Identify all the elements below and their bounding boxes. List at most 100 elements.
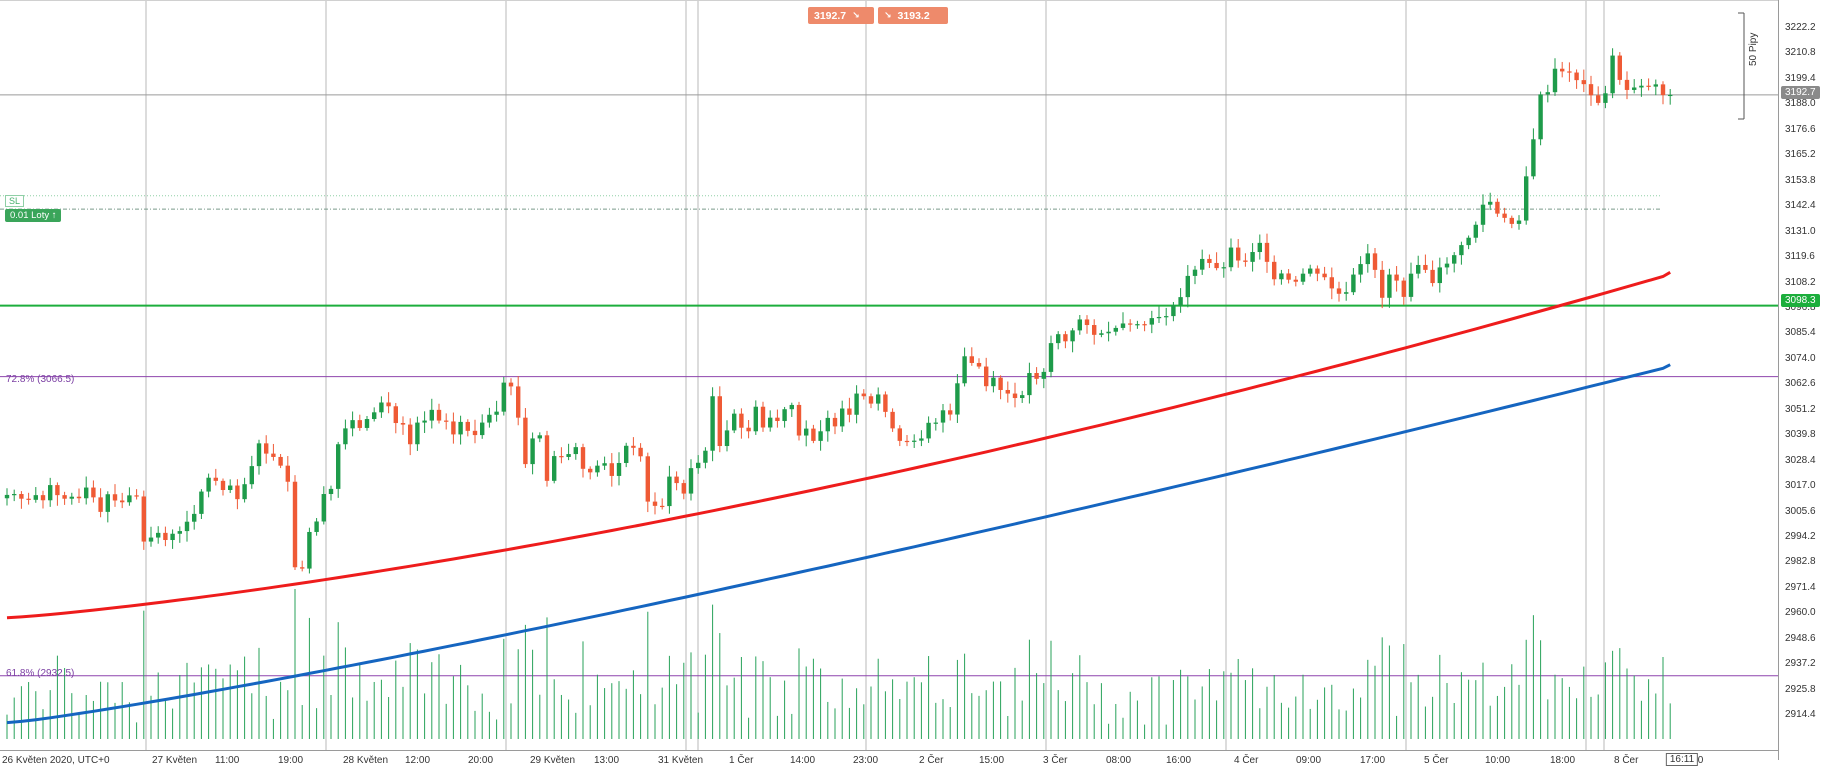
price-tick-label: 3096.8: [1785, 301, 1816, 313]
candle-body: [307, 531, 312, 569]
candle-body: [717, 396, 722, 447]
candle-body: [285, 465, 290, 482]
candle-body: [1668, 94, 1673, 97]
candle-body: [400, 423, 406, 425]
candle-body: [292, 481, 298, 568]
candle-body: [393, 406, 398, 424]
candle-body: [616, 462, 622, 476]
candle-body: [588, 468, 593, 473]
candle-body: [451, 421, 456, 435]
candle-body: [1545, 92, 1550, 95]
candle-body: [883, 394, 888, 412]
candle-body: [1552, 68, 1558, 93]
candle-body: [904, 440, 910, 443]
candle-body: [26, 498, 31, 500]
candle-body: [127, 495, 132, 503]
candle-body: [184, 521, 190, 532]
pips-label: 50 Pipy: [1748, 32, 1759, 66]
candle-body: [1315, 268, 1320, 274]
price-tick-label: 3153.8: [1785, 174, 1816, 186]
bid-quote-button[interactable]: 3192.7 ↘: [808, 7, 874, 24]
candle-body: [1660, 84, 1666, 96]
candle-body: [912, 440, 917, 442]
candle-body: [256, 443, 262, 467]
candle-body: [1351, 274, 1356, 293]
candle-body: [998, 377, 1003, 390]
candle-body: [696, 462, 701, 469]
candle-body: [1308, 268, 1313, 274]
candle-body: [710, 396, 715, 451]
candle-body: [48, 485, 53, 501]
candle-body: [746, 427, 751, 432]
price-tick-label: 3222.2: [1785, 22, 1816, 33]
time-tick-label: 10:00: [1485, 755, 1511, 766]
candle-body: [1063, 334, 1068, 342]
time-tick-label: 2 Čer: [919, 755, 944, 766]
candle-body: [508, 382, 514, 387]
candle-body: [818, 431, 823, 441]
arrow-down-right-icon: ↘: [852, 10, 860, 20]
candle-body: [969, 356, 974, 363]
candle-body: [933, 422, 938, 424]
candle-body: [1380, 269, 1385, 298]
candle-body: [1048, 343, 1054, 372]
candle-body: [220, 480, 226, 491]
price-tick-label: 2960.0: [1785, 607, 1816, 619]
candle-body: [1437, 267, 1442, 284]
candle-body: [4, 494, 10, 499]
candle-body: [1459, 245, 1464, 256]
lot-tag[interactable]: 0.01 Loty ↑: [5, 209, 62, 222]
candle-body: [1538, 94, 1543, 140]
candle-body: [652, 501, 658, 506]
candle-body: [19, 494, 24, 499]
price-tick-label: 3062.6: [1785, 378, 1816, 390]
candle-body: [595, 465, 600, 473]
candle-body: [1200, 258, 1205, 270]
candle-body: [624, 445, 629, 463]
sl-tag[interactable]: SL: [5, 195, 25, 207]
candle-body: [1567, 71, 1572, 73]
price-tick-label: 2994.2: [1785, 531, 1816, 542]
candle-body: [1084, 319, 1090, 326]
time-axis[interactable]: 26 Květen 2020, UTC+0 27 Květen 11:00 19:0…: [0, 750, 1778, 772]
candle-body: [213, 477, 218, 481]
candle-body: [494, 411, 499, 415]
candle-body: [1365, 253, 1370, 265]
candle-body: [84, 487, 89, 499]
candle-body: [379, 402, 384, 413]
price-tick-label: 3074.0: [1785, 352, 1816, 364]
candle-body: [314, 521, 319, 532]
price-axis[interactable]: 3222.2 3210.8 3199.4 3188.0 3176.6 3165.2 3153…: [1778, 0, 1831, 760]
candle-body: [1372, 253, 1378, 270]
candle-body: [1106, 331, 1111, 334]
candle-body: [242, 484, 247, 500]
candle-body: [847, 408, 852, 415]
candle-body: [667, 476, 672, 507]
candle-body: [991, 377, 996, 387]
candle-body: [480, 422, 485, 436]
candle-body: [105, 494, 110, 512]
price-tick-label: 3005.6: [1785, 505, 1816, 517]
candle-body: [170, 533, 175, 541]
candle-body: [55, 485, 60, 496]
candle-body: [1128, 323, 1133, 325]
candle-body: [1416, 264, 1421, 274]
ask-quote-button[interactable]: ↘ 3193.2: [878, 7, 948, 24]
candle-body: [573, 447, 578, 455]
candle-body: [1394, 274, 1399, 281]
candle-body: [1020, 395, 1025, 399]
arrow-up-icon: ↑: [51, 210, 57, 221]
candle-body: [33, 495, 38, 500]
candle-body: [516, 386, 521, 418]
candle-body: [1632, 87, 1637, 90]
ma-slow-line: [6, 363, 1671, 725]
candle-body: [444, 420, 449, 422]
price-tick-label: 3176.6: [1785, 123, 1816, 135]
time-tick-label: 15:00: [979, 755, 1005, 766]
candle-body: [1401, 280, 1406, 297]
candle-body: [386, 402, 391, 407]
plot-area[interactable]: 3192.7 ↘ ↘ 3193.2 SL 0.01 Loty ↑ 72.8% (…: [0, 0, 1778, 751]
candle-body: [1185, 275, 1190, 298]
candle-body: [1034, 373, 1039, 379]
time-tick-label: 29 Květen: [530, 755, 576, 766]
